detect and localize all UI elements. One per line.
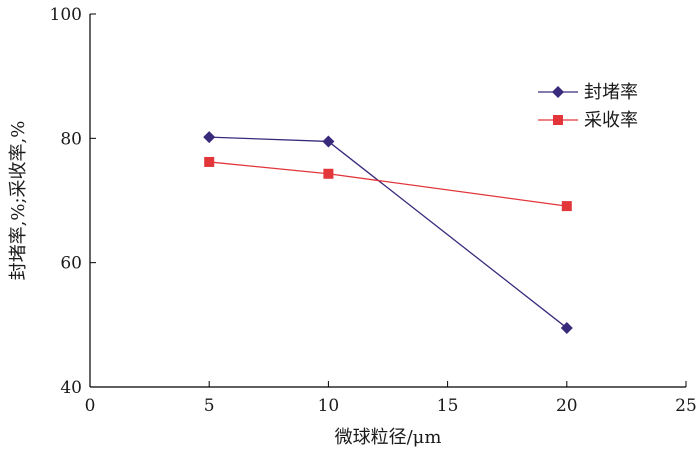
legend-label: 封堵率 — [584, 82, 638, 103]
data-point — [323, 168, 334, 179]
x-tick-label: 20 — [556, 396, 578, 416]
x-axis-title: 微球粒径/μm — [335, 427, 442, 448]
y-tick-label: 40 — [60, 378, 82, 398]
data-point — [322, 135, 335, 148]
series-line — [209, 161, 567, 207]
x-tick-label: 15 — [437, 396, 459, 416]
data-point — [203, 131, 216, 144]
x-tick-label: 5 — [204, 396, 215, 416]
y-tick-label: 80 — [60, 129, 82, 149]
data-point — [561, 201, 572, 212]
legend-marker — [552, 86, 564, 98]
axes: 0 5 10 15 20 25 40 60 80 100 — [50, 5, 697, 416]
legend-item: 封堵率 — [538, 82, 638, 103]
data-point — [560, 321, 573, 334]
x-tick-label: 0 — [85, 396, 96, 416]
series-1 — [203, 131, 573, 334]
legend-label: 采收率 — [584, 110, 638, 131]
series-2 — [204, 156, 572, 212]
y-axis-title: 封堵率,%;采收率,% — [8, 121, 29, 281]
y-tick-label: 100 — [50, 5, 82, 25]
series-layer — [203, 131, 573, 334]
y-tick-label: 60 — [60, 254, 82, 274]
legend-item: 采收率 — [538, 110, 638, 131]
legend-marker — [553, 115, 563, 125]
x-tick-label: 10 — [318, 396, 340, 416]
series-line — [209, 136, 568, 329]
data-point — [204, 156, 215, 167]
x-tick-label: 25 — [675, 396, 697, 416]
